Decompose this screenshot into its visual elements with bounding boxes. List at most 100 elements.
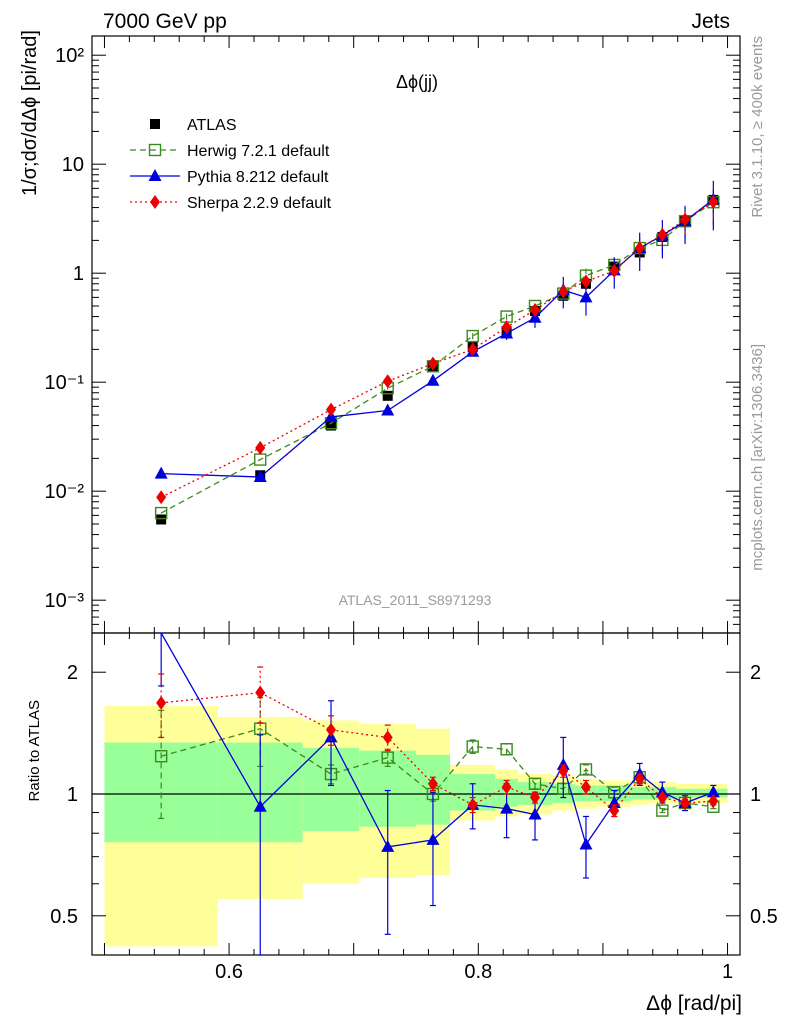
herwig-ratio-point (579, 763, 593, 776)
band-inner-bin (631, 787, 649, 800)
legend-sherpa-marker (150, 195, 160, 209)
main-ytick-label: 1 (73, 263, 84, 285)
mcplots-source-label: mcplots.cern.ch [arXiv:1306.3436] (749, 344, 766, 571)
pythia-point (426, 373, 440, 386)
ratio-panel-series (154, 632, 720, 956)
sherpa-ratio-point (580, 780, 591, 795)
pythia-ratio-point (706, 785, 720, 798)
main-ytick-label: 10⁻² (45, 481, 85, 503)
ratio-ylabel: Ratio to ATLAS (26, 700, 43, 801)
herwig-ratio-point (466, 740, 479, 753)
pythia-point (154, 466, 168, 479)
ratio-panel-frame (91, 632, 741, 956)
sherpa-ratio-point (156, 695, 167, 710)
herwig-point (466, 329, 479, 343)
pythia-ratio-point (253, 799, 267, 812)
main-title: Δϕ(jj) (396, 72, 438, 92)
herwig-ratio-point (154, 750, 168, 763)
sherpa-ratio-point (558, 763, 569, 778)
herwig-ratio-point (656, 804, 669, 817)
sherpa-ratio-point (609, 803, 620, 818)
ratio-ytick-label-right: 1 (750, 784, 761, 806)
sherpa-point (558, 284, 569, 299)
pythia-point (253, 469, 267, 482)
sherpa-point (467, 342, 478, 357)
herwig-ratio-point (381, 751, 394, 764)
sherpa-line (160, 201, 714, 498)
sherpa-point (382, 374, 393, 389)
pythia-ratio-point (528, 807, 542, 820)
band-inner-bin (676, 788, 694, 798)
sherpa-point (634, 241, 645, 256)
pythia-point (381, 403, 395, 416)
pythia-ratio-point (500, 801, 514, 814)
sherpa-point (680, 212, 691, 227)
main-ylabel: 1/σ;dσ/dΔϕ [pi/rad] (19, 30, 41, 196)
ratio-ytick-label-right: 2 (750, 662, 761, 684)
sherpa-point (255, 440, 266, 455)
rivet-version-label: Rivet 3.1.10, ≥ 400k events (749, 36, 766, 218)
xtick-label: 0.8 (464, 961, 492, 983)
legend-pythia-label: Pythia 8.212 default (187, 169, 329, 186)
ratio-ytick-label-right: 0.5 (750, 906, 778, 928)
sherpa-point (501, 320, 512, 335)
ratio-ytick-label-left: 2 (67, 662, 78, 684)
pythia-ratio-point (607, 796, 621, 809)
sherpa-point (326, 402, 337, 417)
main-ytick-label: 10⁻¹ (45, 372, 85, 394)
sherpa-point (609, 263, 620, 278)
atlas-point (382, 390, 393, 401)
sherpa-ratio-point (530, 790, 541, 805)
sherpa-ratio-point (467, 797, 478, 812)
legend: ATLAS Herwig 7.2.1 default Pythia 8.212 de… (130, 117, 332, 212)
main-ytick-label: 10² (55, 45, 84, 67)
sherpa-ratio-point (680, 796, 691, 811)
legend-atlas-marker (150, 119, 160, 129)
legend-herwig-marker (148, 143, 162, 157)
pythia-line (161, 198, 714, 478)
atlas-point (156, 514, 167, 525)
pythia-point (579, 290, 593, 303)
legend-pythia-marker (148, 169, 162, 181)
sherpa-point (657, 227, 668, 242)
herwig-point (154, 506, 168, 520)
sherpa-ratio-point (634, 771, 645, 786)
analysis-id: ATLAS_2011_S8971293 (339, 592, 492, 608)
herwig-line (160, 201, 714, 514)
pythia-ratio-point (381, 839, 395, 852)
sherpa-point (708, 194, 719, 209)
ratio-ytick-label-left: 1 (67, 784, 78, 806)
pythia-ratio-point (556, 757, 570, 770)
tick-labels: 10⁻³ 10⁻² 10⁻¹ 1 10 10² 0.5 0.5 1 1 2 2 0.6 0.8 1 (45, 45, 778, 983)
legend-atlas-label: ATLAS (187, 117, 237, 134)
sherpa-ratio-point (657, 790, 668, 805)
pythia-ratio-point (426, 832, 440, 845)
ratio-xlabel: Δϕ [rad/pi] (646, 992, 742, 1015)
ratio-uncertainty-bands (104, 706, 728, 947)
sherpa-ratio-point (501, 780, 512, 795)
header-left: 7000 GeV pp (103, 10, 227, 33)
sherpa-point (580, 274, 591, 289)
sherpa-ratio-point (427, 776, 438, 791)
atlas-point (326, 420, 337, 431)
xtick-label: 1 (722, 961, 733, 983)
legend-herwig-label: Herwig 7.2.1 default (187, 143, 330, 160)
xtick-label: 0.6 (215, 961, 243, 983)
pythia-ratio-point (579, 837, 593, 850)
sherpa-ratio-point (382, 730, 393, 745)
main-ytick-label: 10 (62, 154, 84, 176)
main-panel-series (154, 180, 720, 525)
sherpa-point (156, 490, 167, 505)
main-ytick-label: 10⁻³ (45, 590, 85, 612)
herwig-ratio-point (500, 743, 513, 756)
sherpa-ratio-point (708, 794, 719, 809)
sherpa-ratio-point (326, 722, 337, 737)
sherpa-point (427, 356, 438, 371)
header-right: Jets (691, 10, 730, 33)
sherpa-point (530, 302, 541, 317)
herwig-ratio-point (528, 777, 542, 790)
ratio-ytick-label-left: 0.5 (50, 906, 78, 928)
sherpa-ratio-point (255, 685, 266, 700)
legend-sherpa-label: Sherpa 2.2.9 default (187, 195, 332, 212)
